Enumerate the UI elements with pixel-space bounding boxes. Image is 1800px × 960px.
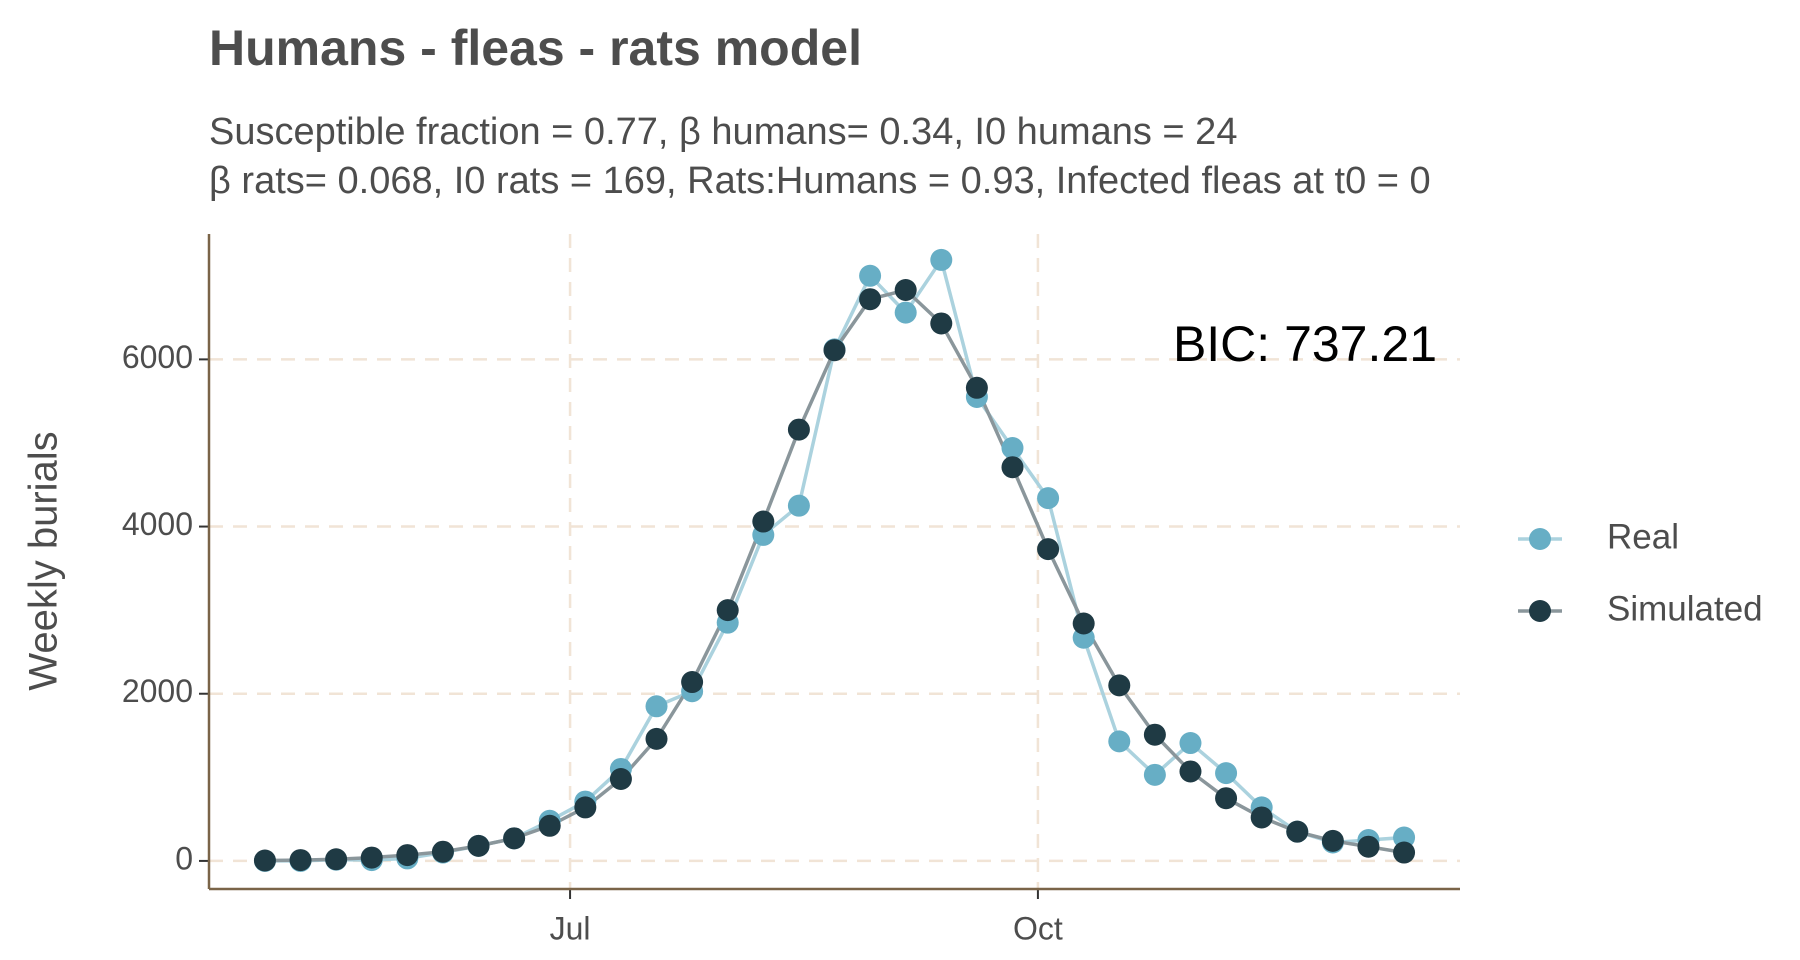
data-point [609, 767, 632, 790]
data-point [859, 288, 882, 311]
data-point [645, 695, 668, 718]
data-point [503, 827, 526, 850]
legend-label: Real [1607, 517, 1679, 556]
data-point [396, 844, 419, 867]
data-point [431, 840, 454, 863]
y-tick-label: 2000 [122, 673, 193, 709]
data-point [894, 301, 917, 324]
legend-marker [1529, 600, 1551, 622]
data-point [1215, 762, 1238, 785]
data-point [325, 848, 348, 871]
data-point [467, 834, 490, 857]
data-point [1357, 835, 1380, 858]
legend-label: Simulated [1607, 589, 1763, 628]
data-point [716, 599, 739, 622]
data-point [1393, 841, 1416, 864]
data-point [894, 279, 917, 302]
data-point [965, 376, 988, 399]
data-point [1215, 787, 1238, 810]
data-point [1321, 829, 1344, 852]
data-point [930, 312, 953, 335]
data-point [930, 248, 953, 271]
data-point [752, 510, 775, 533]
data-point [1286, 820, 1309, 843]
data-point [289, 849, 312, 872]
data-point [360, 846, 383, 869]
data-point [1072, 612, 1095, 635]
data-point [645, 727, 668, 750]
data-point [574, 796, 597, 819]
chart-subtitle: Susceptible fraction = 0.77, β humans= 0… [209, 111, 1237, 153]
y-tick-label: 6000 [122, 339, 193, 375]
x-tick-label: Oct [1013, 910, 1063, 946]
data-point [1108, 730, 1131, 753]
data-point [823, 339, 846, 362]
chart-subtitle: β rats= 0.068, I0 rats = 169, Rats:Human… [209, 160, 1431, 202]
legend-marker [1529, 528, 1551, 550]
data-point [1179, 732, 1202, 755]
data-point [787, 494, 810, 517]
data-point [253, 849, 276, 872]
x-tick-label: Jul [550, 910, 591, 946]
data-point [538, 814, 561, 837]
data-point [1143, 723, 1166, 746]
data-point [859, 264, 882, 287]
data-point [1001, 436, 1024, 459]
chart-title: Humans - fleas - rats model [209, 20, 862, 76]
data-point [1037, 538, 1060, 561]
data-point [681, 671, 704, 694]
y-tick-label: 0 [175, 840, 193, 876]
annotation: BIC: 737.21 [1173, 316, 1437, 372]
data-point [787, 418, 810, 441]
y-axis-title: Weekly burials [22, 431, 66, 690]
data-point [1001, 456, 1024, 479]
data-point [1250, 806, 1273, 829]
data-point [1108, 674, 1131, 697]
data-point [1143, 763, 1166, 786]
data-point [1393, 826, 1416, 849]
data-point [1179, 760, 1202, 783]
y-tick-label: 4000 [122, 506, 193, 542]
data-point [1037, 487, 1060, 510]
